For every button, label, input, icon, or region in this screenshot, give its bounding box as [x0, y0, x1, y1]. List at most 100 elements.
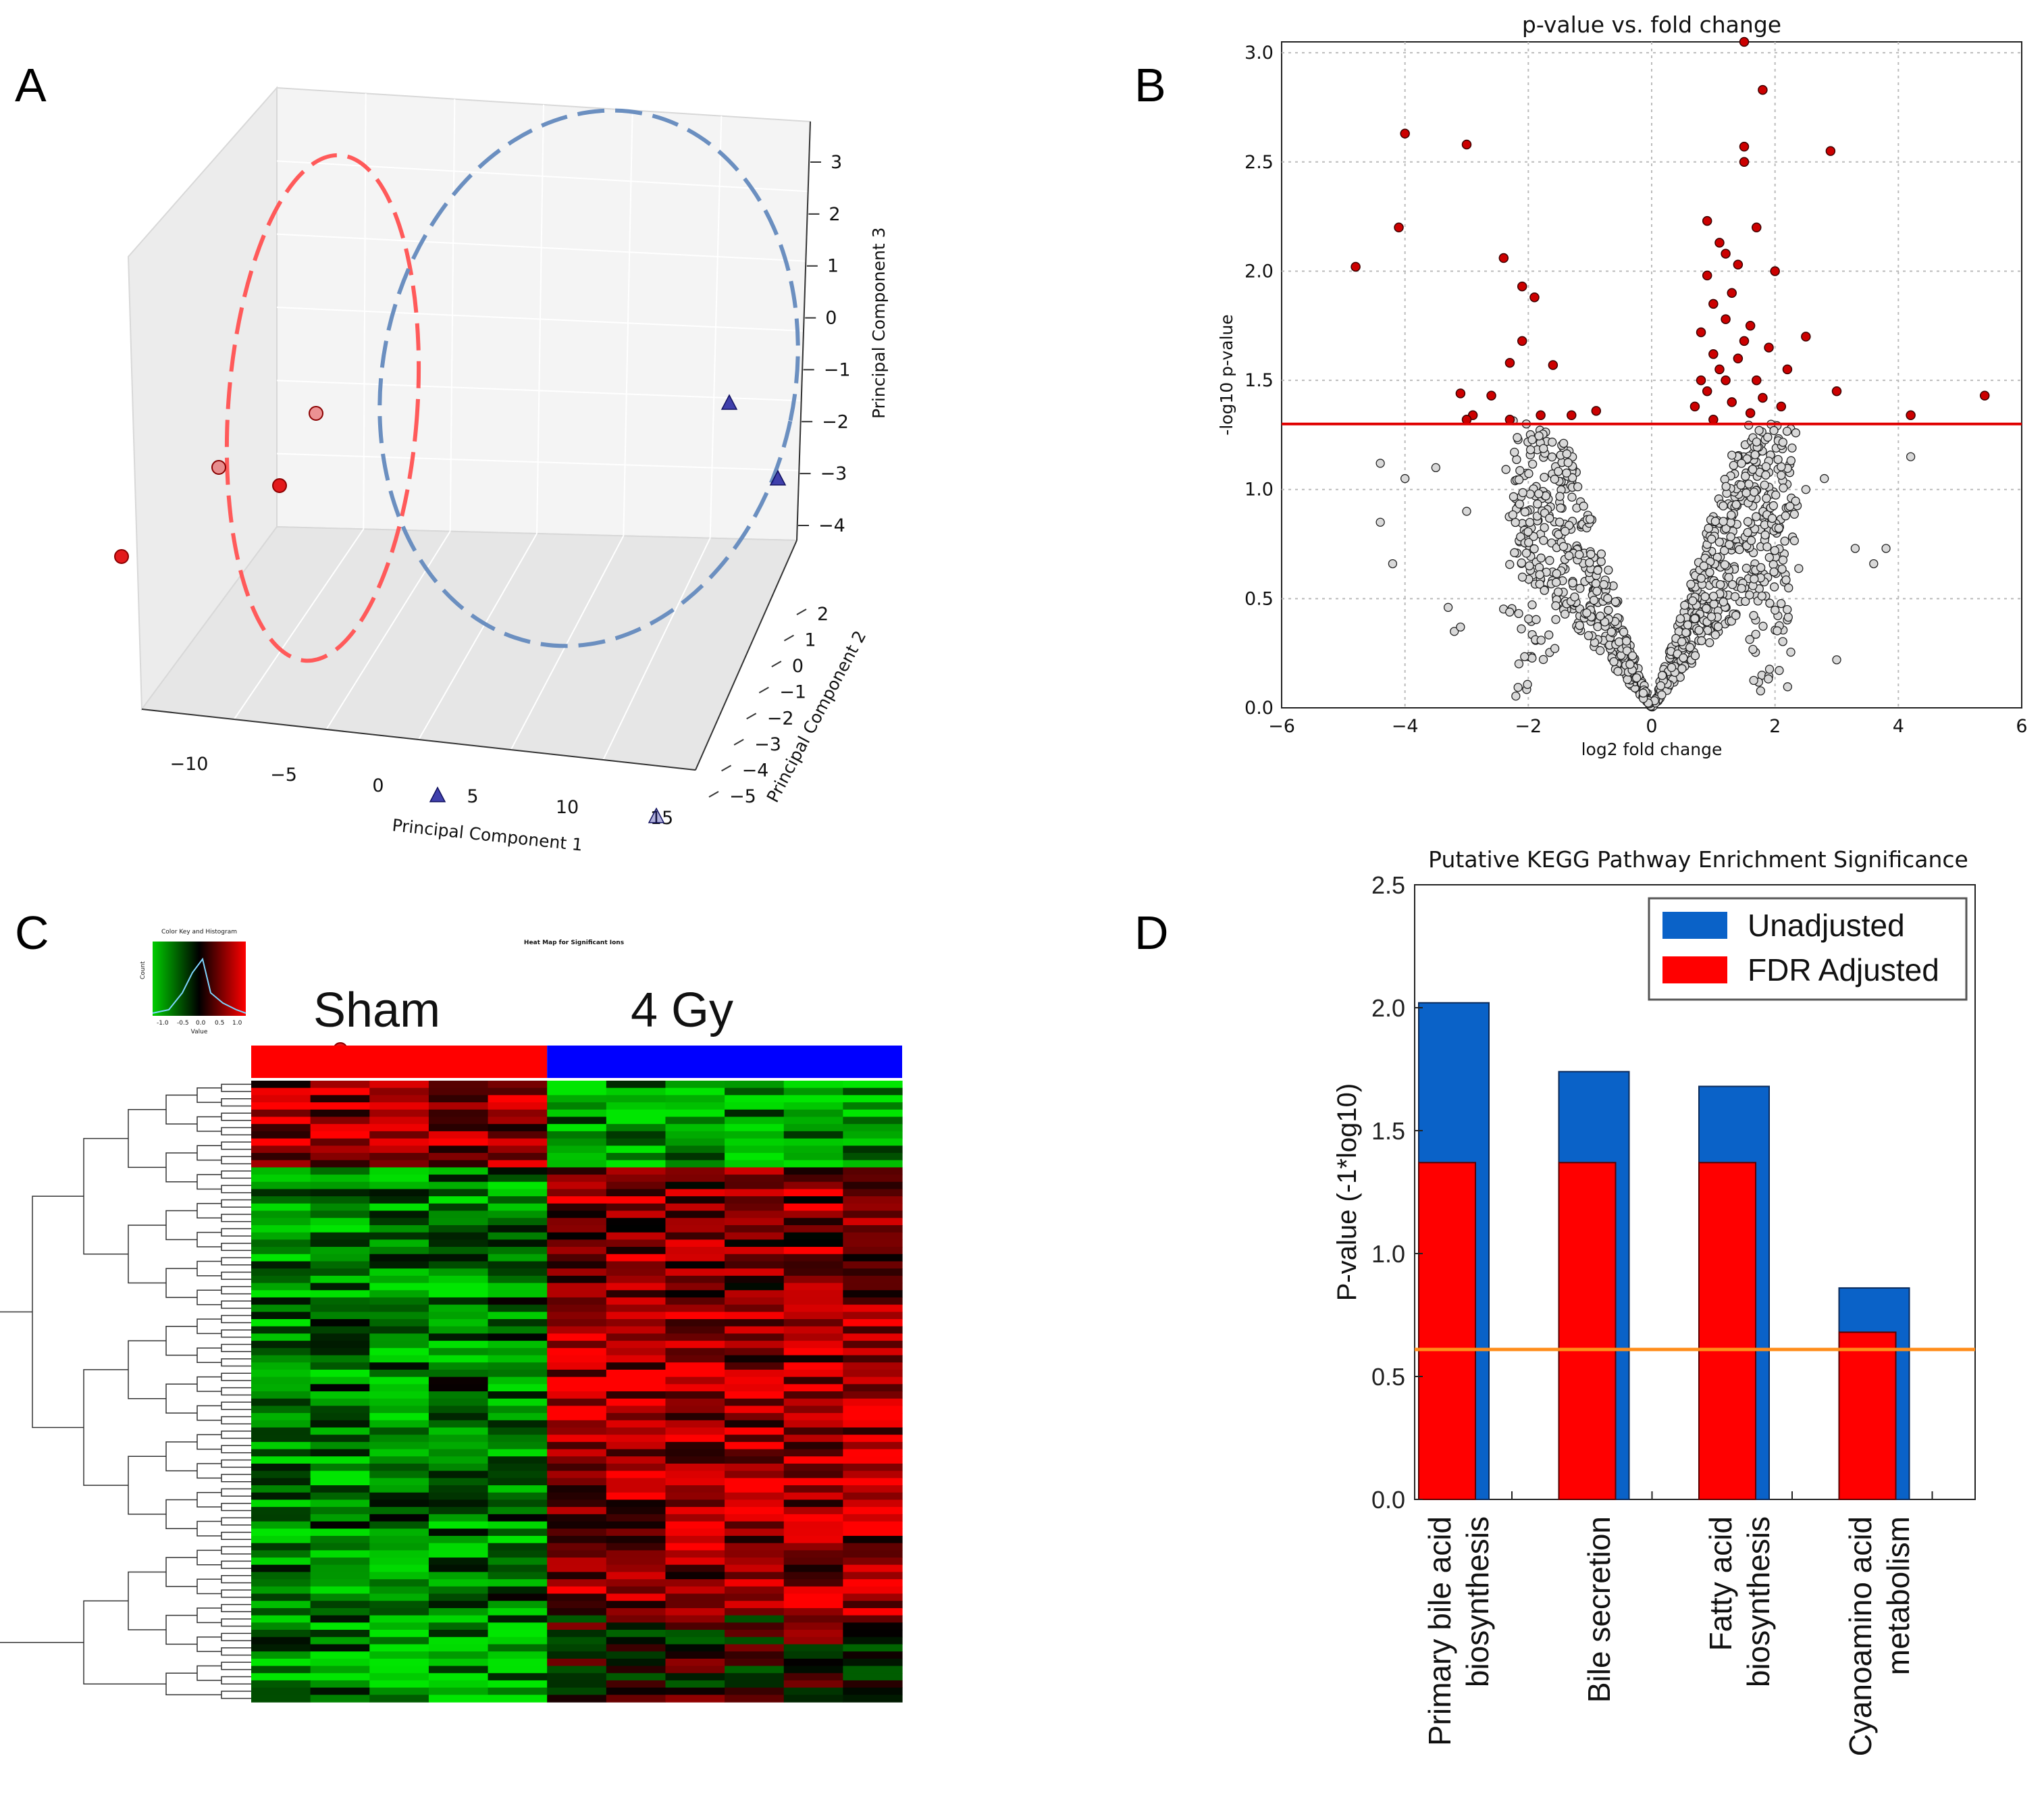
pca-x-tick-label: 10: [556, 797, 579, 818]
heatmap-cell: [310, 1449, 370, 1457]
heatmap-cell: [310, 1254, 370, 1262]
volcano-point-nonsig: [1539, 444, 1548, 453]
volcano-point-sig: [1461, 139, 1472, 150]
pca-y-tick: [758, 686, 769, 694]
heatmap-cell: [488, 1355, 548, 1363]
dendrogram-branch: [165, 1441, 197, 1472]
heatmap-cell: [843, 1673, 903, 1681]
heatmap-cell: [783, 1441, 843, 1450]
heatmap-cell: [665, 1312, 725, 1320]
heatmap-cell: [547, 1521, 607, 1529]
heatmap-cell: [547, 1507, 607, 1515]
heatmap-cell: [843, 1695, 903, 1703]
volcano-point-sig: [1689, 401, 1700, 412]
heatmap-cell: [547, 1247, 607, 1255]
heatmap-cell: [843, 1341, 903, 1349]
heatmap-cell: [725, 1145, 785, 1154]
heatmap-cell: [843, 1478, 903, 1486]
heatmap-cell: [488, 1528, 548, 1537]
heatmap-cell: [310, 1124, 370, 1132]
heatmap-cell: [369, 1593, 429, 1601]
heatmap-cell: [843, 1435, 903, 1443]
heatmap-cell: [310, 1507, 370, 1515]
volcano-point-sig: [1752, 375, 1762, 386]
heatmap-cell: [665, 1558, 725, 1566]
volcano-point-nonsig: [1599, 580, 1608, 590]
heatmap-cell: [547, 1268, 607, 1277]
heatmap-cell: [783, 1564, 843, 1573]
heatmap-cell: [547, 1456, 607, 1464]
heatmap-cell: [843, 1362, 903, 1370]
heatmap-cell: [606, 1535, 666, 1544]
heatmap-cell: [251, 1167, 311, 1175]
heatmap-cell: [369, 1116, 429, 1125]
heatmap-cell: [428, 1081, 489, 1089]
dendrogram-branch: [221, 1358, 239, 1367]
pca-point-sham: [272, 478, 287, 493]
volcano-point-nonsig: [1525, 489, 1535, 499]
heatmap-cell: [488, 1514, 548, 1522]
kegg-y-tick-label: 0.0: [1371, 1486, 1405, 1514]
volcano-point-nonsig: [1700, 592, 1710, 602]
heatmap-cell: [843, 1333, 903, 1341]
volcano-point-nonsig: [1511, 517, 1520, 527]
heatmap-cell: [843, 1254, 903, 1262]
heatmap-cell: [606, 1695, 666, 1703]
heatmap-cell: [369, 1355, 429, 1363]
volcano-y-tick-label: 3.0: [1244, 43, 1274, 63]
volcano-point-nonsig: [1731, 611, 1741, 620]
heatmap-cell: [488, 1087, 548, 1096]
volcano-point-nonsig: [1510, 447, 1519, 457]
heatmap-cell: [310, 1239, 370, 1247]
volcano-point-nonsig: [1562, 468, 1571, 478]
pca-x-tick-label: −5: [270, 765, 297, 786]
volcano-point-nonsig: [1579, 501, 1588, 511]
dendrogram-branch: [221, 1445, 239, 1453]
volcano-point-nonsig: [1540, 586, 1549, 595]
heatmap-cell: [251, 1232, 311, 1240]
heatmap-cell: [310, 1145, 370, 1154]
volcano-point-nonsig: [1521, 548, 1531, 558]
heatmap-cell: [606, 1543, 666, 1551]
heatmap-cell: [251, 1680, 311, 1689]
heatmap-cell: [488, 1312, 548, 1320]
heatmap-cell: [725, 1369, 785, 1378]
heatmap-cell: [428, 1189, 489, 1197]
heatmap-cell: [369, 1312, 429, 1320]
volcano-point-nonsig: [1515, 466, 1525, 475]
heatmap-cell: [251, 1145, 311, 1154]
heatmap-cell: [606, 1673, 666, 1681]
heatmap-cell: [547, 1543, 607, 1551]
heatmap-cell: [725, 1297, 785, 1306]
heatmap-cell: [843, 1622, 903, 1630]
volcano-point-nonsig: [1539, 536, 1548, 545]
heatmap-cell: [369, 1535, 429, 1544]
heatmap-cell: [369, 1145, 429, 1154]
volcano-point-nonsig: [1517, 572, 1527, 582]
heatmap-cell: [547, 1376, 607, 1385]
dendrogram-branch: [83, 1600, 166, 1685]
volcano-point-nonsig: [1750, 487, 1759, 497]
kegg-bar-fdr: [1418, 1162, 1476, 1500]
heatmap-cell: [783, 1341, 843, 1349]
volcano-point-nonsig: [1726, 532, 1735, 542]
heatmap-cell: [547, 1535, 607, 1544]
heatmap-cell: [428, 1391, 489, 1399]
heatmap-cell: [843, 1413, 903, 1421]
volcano-point-sig: [1708, 349, 1719, 359]
heatmap-cell: [369, 1586, 429, 1595]
heatmap-cell: [665, 1680, 725, 1689]
heatmap-cell: [606, 1607, 666, 1616]
heatmap-cell: [428, 1543, 489, 1551]
heatmap-cell: [843, 1167, 903, 1175]
heatmap-cell: [251, 1593, 311, 1601]
heatmap-cell: [310, 1630, 370, 1638]
heatmap-cell: [251, 1601, 311, 1609]
heatmap-cell: [665, 1196, 725, 1204]
volcano-point-nonsig: [1832, 655, 1841, 665]
heatmap-cell: [843, 1470, 903, 1478]
volcano-point-nonsig: [1568, 578, 1577, 588]
heatmap-cell: [369, 1441, 429, 1450]
heatmap-cell: [783, 1312, 843, 1320]
heatmap-cell: [428, 1478, 489, 1486]
